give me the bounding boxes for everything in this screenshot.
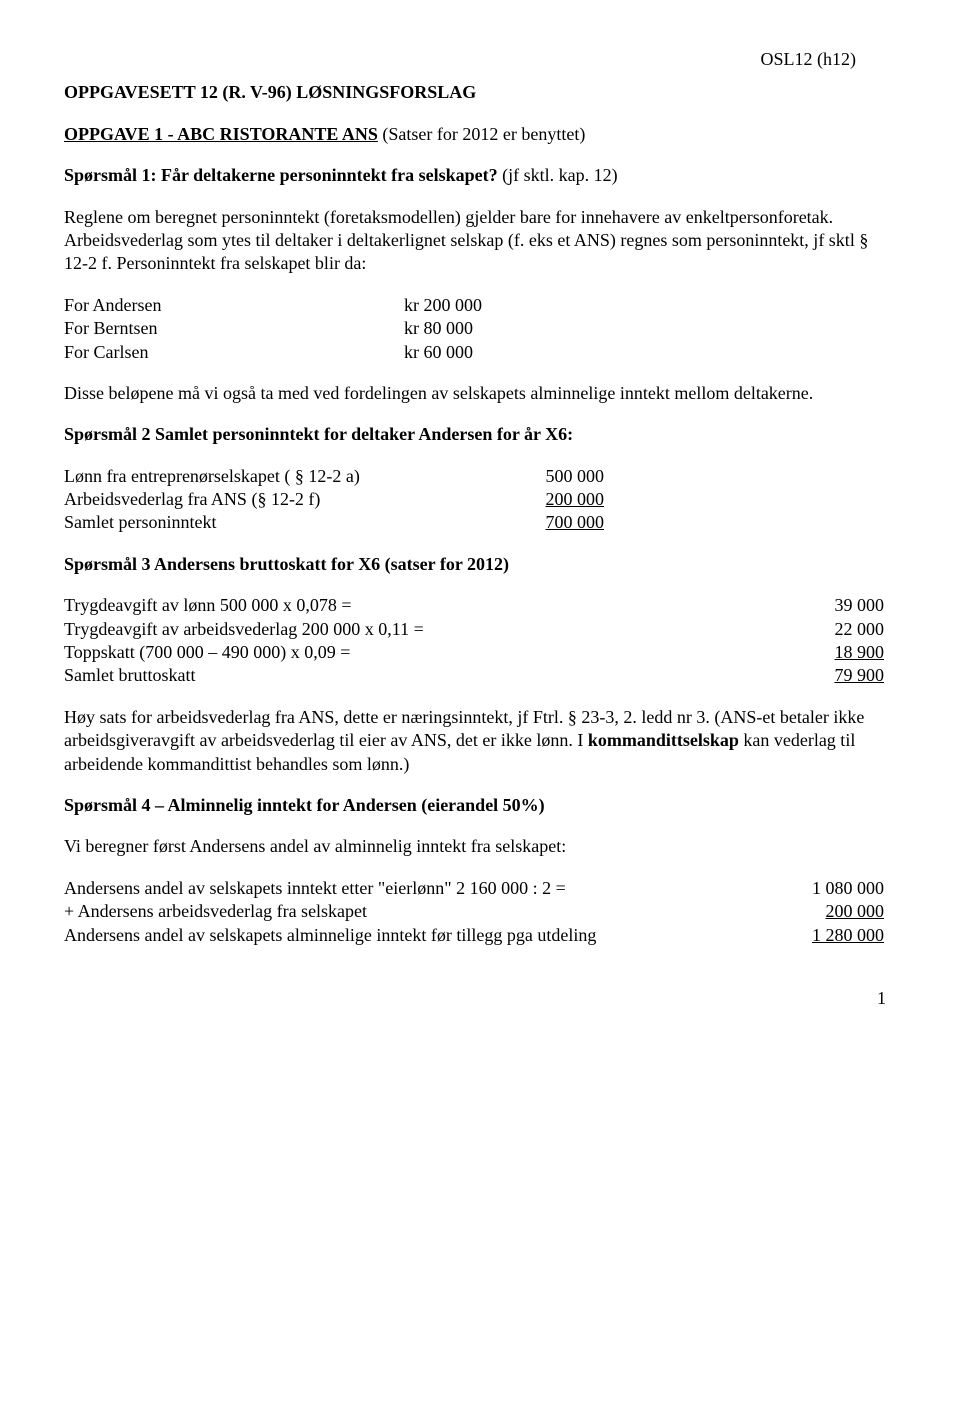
person-label: For Carlsen [64,341,404,364]
oppgave-1-heading: OPPGAVE 1 - ABC RISTORANTE ANS (Satser f… [64,123,896,146]
oppgave-1-heading-bold: OPPGAVE 1 - ABC RISTORANTE ANS [64,124,378,144]
person-amount: kr 80 000 [404,317,664,340]
row-label: Trygdeavgift av arbeidsvederlag 200 000 … [64,618,424,641]
row-value: 22 000 [744,618,884,641]
oppgave-1-heading-rest: (Satser for 2012 er benyttet) [378,124,585,144]
document-title: OPPGAVESETT 12 (R. V-96) LØSNINGSFORSLAG [64,81,896,104]
row-value: 1 280 000 [744,924,884,947]
row-value: 200 000 [484,488,604,511]
row-label: Samlet bruttoskatt [64,664,195,687]
page-header-code: OSL12 (h12) [64,48,856,71]
table-row: Arbeidsvederlag fra ANS (§ 12-2 f) 200 0… [64,488,896,511]
row-label: Lønn fra entreprenørselskapet ( § 12-2 a… [64,465,484,488]
person-amount: kr 60 000 [404,341,664,364]
sporsmal-3-heading: Spørsmål 3 Andersens bruttoskatt for X6 … [64,553,896,576]
row-value: 200 000 [744,900,884,923]
person-label: For Andersen [64,294,404,317]
row-value: 79 900 [744,664,884,687]
row-label: Samlet personinntekt [64,511,484,534]
table-row: Lønn fra entreprenørselskapet ( § 12-2 a… [64,465,896,488]
note-text-bold: kommandittselskap [588,730,739,750]
row-value: 500 000 [484,465,604,488]
sporsmal-2-heading: Spørsmål 2 Samlet personinntekt for delt… [64,423,896,446]
row-label: Toppskatt (700 000 – 490 000) x 0,09 = [64,641,350,664]
sporsmal-4-heading: Spørsmål 4 – Alminnelig inntekt for Ande… [64,794,896,817]
table-row: Trygdeavgift av arbeidsvederlag 200 000 … [64,618,884,641]
row-value: 700 000 [484,511,604,534]
sporsmal-1-label: Spørsmål 1: Får deltakerne personinntekt… [64,165,498,185]
table-row: Samlet personinntekt 700 000 [64,511,896,534]
row-label: Andersens andel av selskapets alminnelig… [64,924,596,947]
table-row: Andersens andel av selskapets inntekt et… [64,877,884,900]
sporsmal-1-ref: (jf sktl. kap. 12) [498,165,618,185]
sporsmal-3-note: Høy sats for arbeidsvederlag fra ANS, de… [64,706,896,776]
sporsmal-4-intro: Vi beregner først Andersens andel av alm… [64,835,896,858]
table-row: For Berntsen kr 80 000 [64,317,896,340]
sporsmal-1-heading: Spørsmål 1: Får deltakerne personinntekt… [64,164,896,187]
person-label: For Berntsen [64,317,404,340]
row-value: 39 000 [744,594,884,617]
sporsmal-4-table: Andersens andel av selskapets inntekt et… [64,877,896,947]
row-label: + Andersens arbeidsvederlag fra selskape… [64,900,367,923]
page-number: 1 [64,987,886,1010]
row-label: Andersens andel av selskapets inntekt et… [64,877,566,900]
table-row: + Andersens arbeidsvederlag fra selskape… [64,900,884,923]
sporsmal-1-para2: Disse beløpene må vi også ta med ved for… [64,382,896,405]
row-label: Trygdeavgift av lønn 500 000 x 0,078 = [64,594,351,617]
table-row: Andersens andel av selskapets alminnelig… [64,924,884,947]
sporsmal-2-table: Lønn fra entreprenørselskapet ( § 12-2 a… [64,465,896,535]
table-row: Trygdeavgift av lønn 500 000 x 0,078 = 3… [64,594,884,617]
table-row: For Andersen kr 200 000 [64,294,896,317]
row-value: 1 080 000 [744,877,884,900]
sporsmal-1-para1: Reglene om beregnet personinntekt (foret… [64,206,896,276]
table-row: For Carlsen kr 60 000 [64,341,896,364]
person-amount: kr 200 000 [404,294,664,317]
table-row: Toppskatt (700 000 – 490 000) x 0,09 = 1… [64,641,884,664]
table-row: Samlet bruttoskatt 79 900 [64,664,884,687]
row-label: Arbeidsvederlag fra ANS (§ 12-2 f) [64,488,484,511]
row-value: 18 900 [744,641,884,664]
sporsmal-3-table: Trygdeavgift av lønn 500 000 x 0,078 = 3… [64,594,896,688]
personinntekt-table: For Andersen kr 200 000 For Berntsen kr … [64,294,896,364]
